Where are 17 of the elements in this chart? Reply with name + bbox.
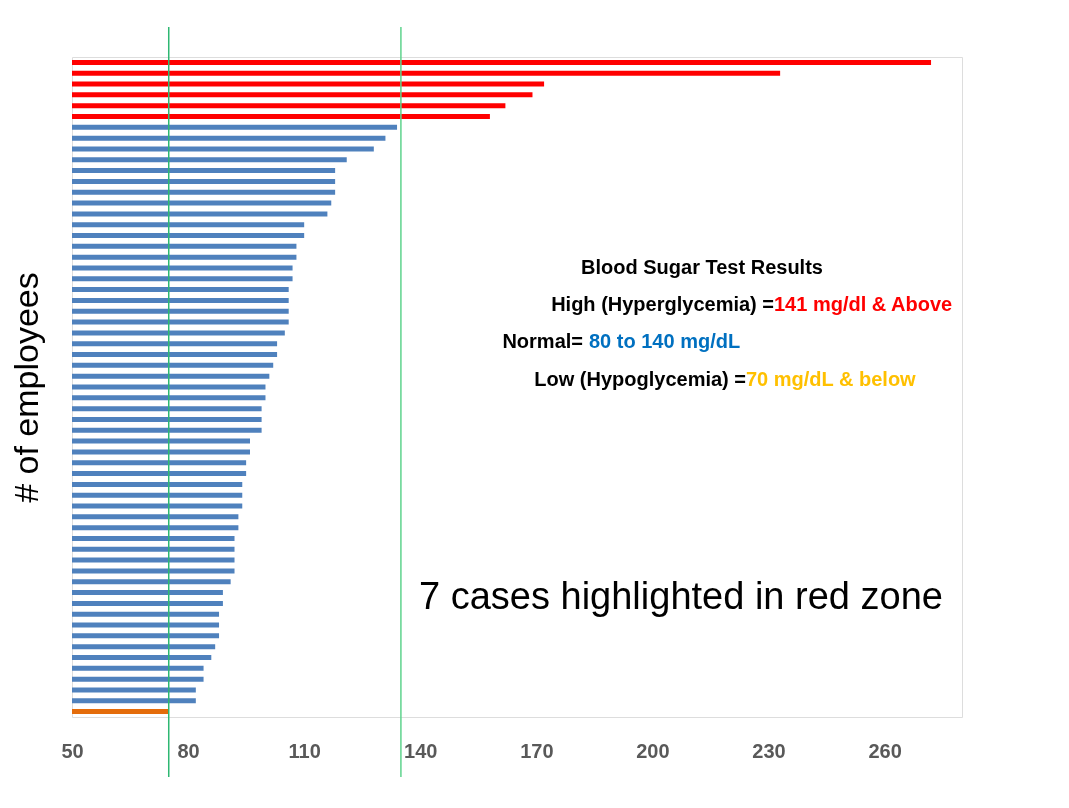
annotation: High (Hyperglycemia) = [551,293,774,315]
x-tick-label: 170 [520,739,554,762]
x-tick-label: 200 [636,739,670,762]
x-tick-label: 140 [404,739,438,762]
annotation: 70 mg/dL & below [746,368,917,390]
x-tick-label: 260 [868,739,902,762]
x-tick-label: 80 [177,739,200,762]
annotation: Normal= [502,330,583,352]
annotation: 141 mg/dl & Above [774,293,953,315]
x-tick-label: 50 [61,739,84,762]
annotation: Low (Hypoglycemia) = [534,368,746,390]
annotation: 7 cases highlighted in red zone [419,575,943,617]
annotation: Blood Sugar Test Results [581,256,823,278]
x-tick-label: 110 [288,739,321,762]
x-tick-label: 230 [752,739,786,762]
annotation: 80 to 140 mg/dL [589,330,741,352]
y-axis-title: # of employees [6,272,45,503]
